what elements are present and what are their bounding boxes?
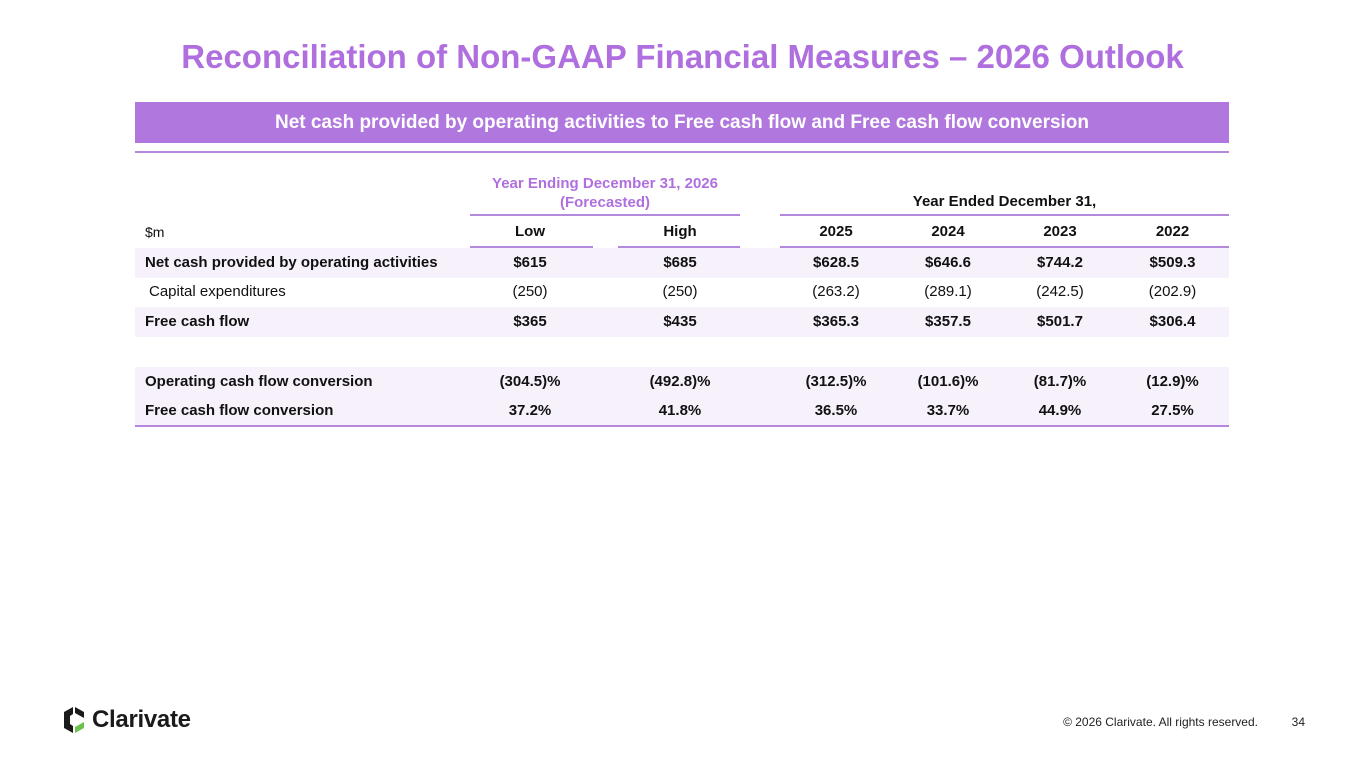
table-row: Free cash flow $365 $435 $365.3 $357.5 $…	[135, 307, 1229, 337]
cell-value: (202.9)	[1148, 283, 1197, 300]
brand-name: Clarivate	[92, 706, 191, 733]
actual-group-underline	[780, 214, 1229, 216]
row-label: Free cash flow	[145, 313, 250, 330]
table-row: Capital expenditures (250) (250) (263.2)…	[135, 277, 1229, 307]
section-banner: Net cash provided by operating activitie…	[135, 102, 1229, 143]
col-header-high: High	[663, 223, 697, 240]
high-underline	[618, 246, 740, 248]
cell-value: $615	[513, 254, 547, 271]
forecast-group-underline	[470, 214, 740, 216]
unit-label: $m	[145, 224, 165, 240]
cell-value: (250)	[512, 283, 548, 300]
cell-value: 36.5%	[814, 402, 858, 419]
cell-value: $365	[513, 313, 547, 330]
forecast-group-subtitle: (Forecasted)	[559, 194, 651, 211]
cell-value: $435	[663, 313, 697, 330]
years-underline	[780, 246, 1229, 248]
cell-value: 44.9%	[1038, 402, 1082, 419]
cell-value: $628.5	[813, 254, 859, 271]
table-row: Free cash flow conversion 37.2% 41.8% 36…	[135, 396, 1229, 426]
cell-value: $509.3	[1149, 254, 1196, 271]
forecast-group-header: Year Ending December 31, 2026 (Forecaste…	[470, 174, 740, 212]
col-header-2025: 2025	[819, 223, 853, 240]
page-title: Reconciliation of Non-GAAP Financial Mea…	[181, 38, 1184, 75]
cell-value: (12.9)%	[1146, 373, 1199, 390]
cell-value: $744.2	[1037, 254, 1083, 271]
cell-value: 37.2%	[508, 402, 552, 419]
brand-logo: Clarivate	[62, 706, 191, 734]
table-header-row: $m Low High 2025 2024 2023 2022	[135, 217, 1229, 247]
clarivate-mark-icon	[64, 707, 84, 733]
low-underline	[470, 246, 593, 248]
cell-value: (312.5)%	[805, 373, 867, 390]
cell-value: $685	[663, 254, 697, 271]
cell-value: (250)	[662, 283, 698, 300]
row-label: Capital expenditures	[149, 283, 286, 300]
cell-value: $646.6	[925, 254, 971, 271]
row-label: Net cash provided by operating activitie…	[145, 254, 438, 271]
col-header-low: Low	[515, 223, 545, 240]
cell-value: $501.7	[1037, 313, 1083, 330]
table-row: Operating cash flow conversion (304.5)% …	[135, 367, 1229, 397]
cell-value: 41.8%	[658, 402, 702, 419]
cell-value: (263.2)	[812, 283, 860, 300]
cell-value: $306.4	[1149, 313, 1196, 330]
banner-divider	[135, 151, 1229, 153]
cell-value: (289.1)	[924, 283, 972, 300]
cell-value: 27.5%	[1151, 402, 1194, 419]
cell-value: $357.5	[925, 313, 971, 330]
cell-value: (81.7)%	[1033, 373, 1087, 390]
col-header-2023: 2023	[1043, 223, 1077, 240]
actual-group-header: Year Ended December 31,	[912, 193, 1097, 210]
table-bottom-rule	[135, 425, 1229, 427]
cell-value: (492.8)%	[649, 373, 711, 390]
cell-value: $365.3	[813, 313, 859, 330]
col-header-2024: 2024	[931, 223, 965, 240]
forecast-group-title: Year Ending December 31, 2026	[492, 175, 718, 192]
cell-value: (101.6)%	[917, 373, 979, 390]
table-row: Net cash provided by operating activitie…	[135, 248, 1229, 278]
cell-value: (304.5)%	[499, 373, 561, 390]
row-label: Free cash flow conversion	[145, 402, 334, 419]
col-header-2022: 2022	[1155, 223, 1190, 240]
copyright-notice: © 2026 Clarivate. All rights reserved.	[1063, 715, 1258, 729]
cell-value: 33.7%	[926, 402, 970, 419]
page-number: 34	[1291, 715, 1305, 729]
cell-value: (242.5)	[1036, 283, 1084, 300]
row-label: Operating cash flow conversion	[145, 373, 373, 390]
